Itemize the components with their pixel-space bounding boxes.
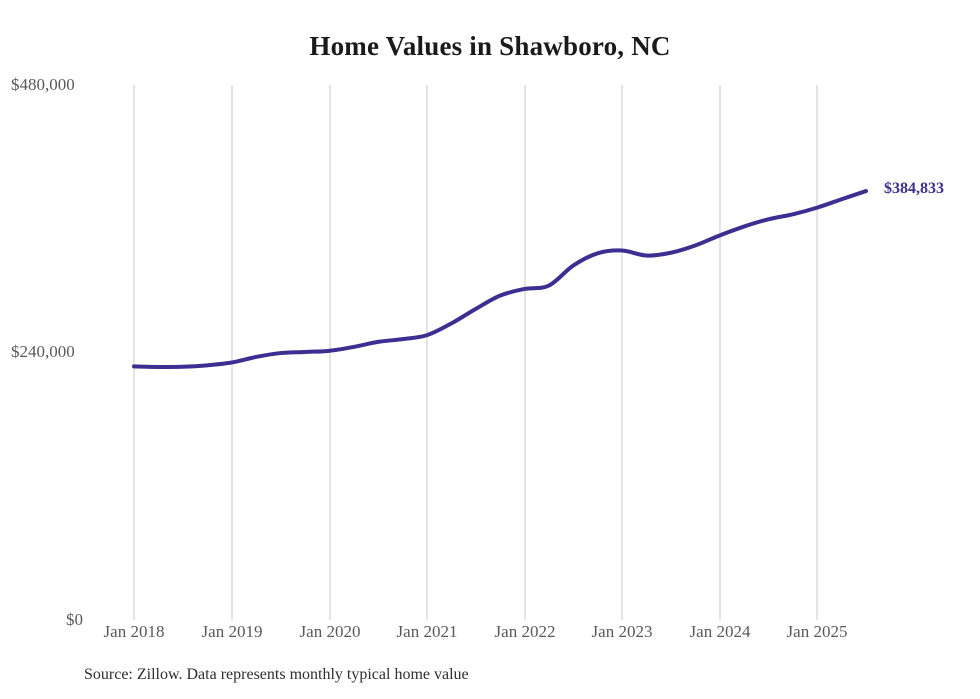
x-axis-tick-label: Jan 2023 [591, 622, 653, 641]
vertical-gridlines [133, 85, 818, 620]
source-note: Source: Zillow. Data represents monthly … [84, 666, 469, 683]
x-axis-tick-label: Jan 2025 [786, 622, 848, 641]
x-axis-tick-label: Jan 2021 [396, 622, 458, 641]
y-axis-tick-label: $480,000 [11, 75, 75, 94]
x-axis-tick-label: Jan 2020 [299, 622, 361, 641]
home-value-line [132, 189, 868, 370]
y-axis-tick-label: $0 [66, 610, 83, 629]
end-value-label: $384,833 [884, 180, 944, 198]
chart-title: Home Values in Shawboro, NC [309, 31, 671, 61]
x-axis-tick-label: Jan 2022 [494, 622, 556, 641]
y-axis-tick-label: $240,000 [11, 342, 75, 361]
x-axis-tick-label: Jan 2019 [201, 622, 263, 641]
x-axis-tick-label: Jan 2018 [103, 622, 165, 641]
x-axis-tick-label: Jan 2024 [689, 622, 751, 641]
